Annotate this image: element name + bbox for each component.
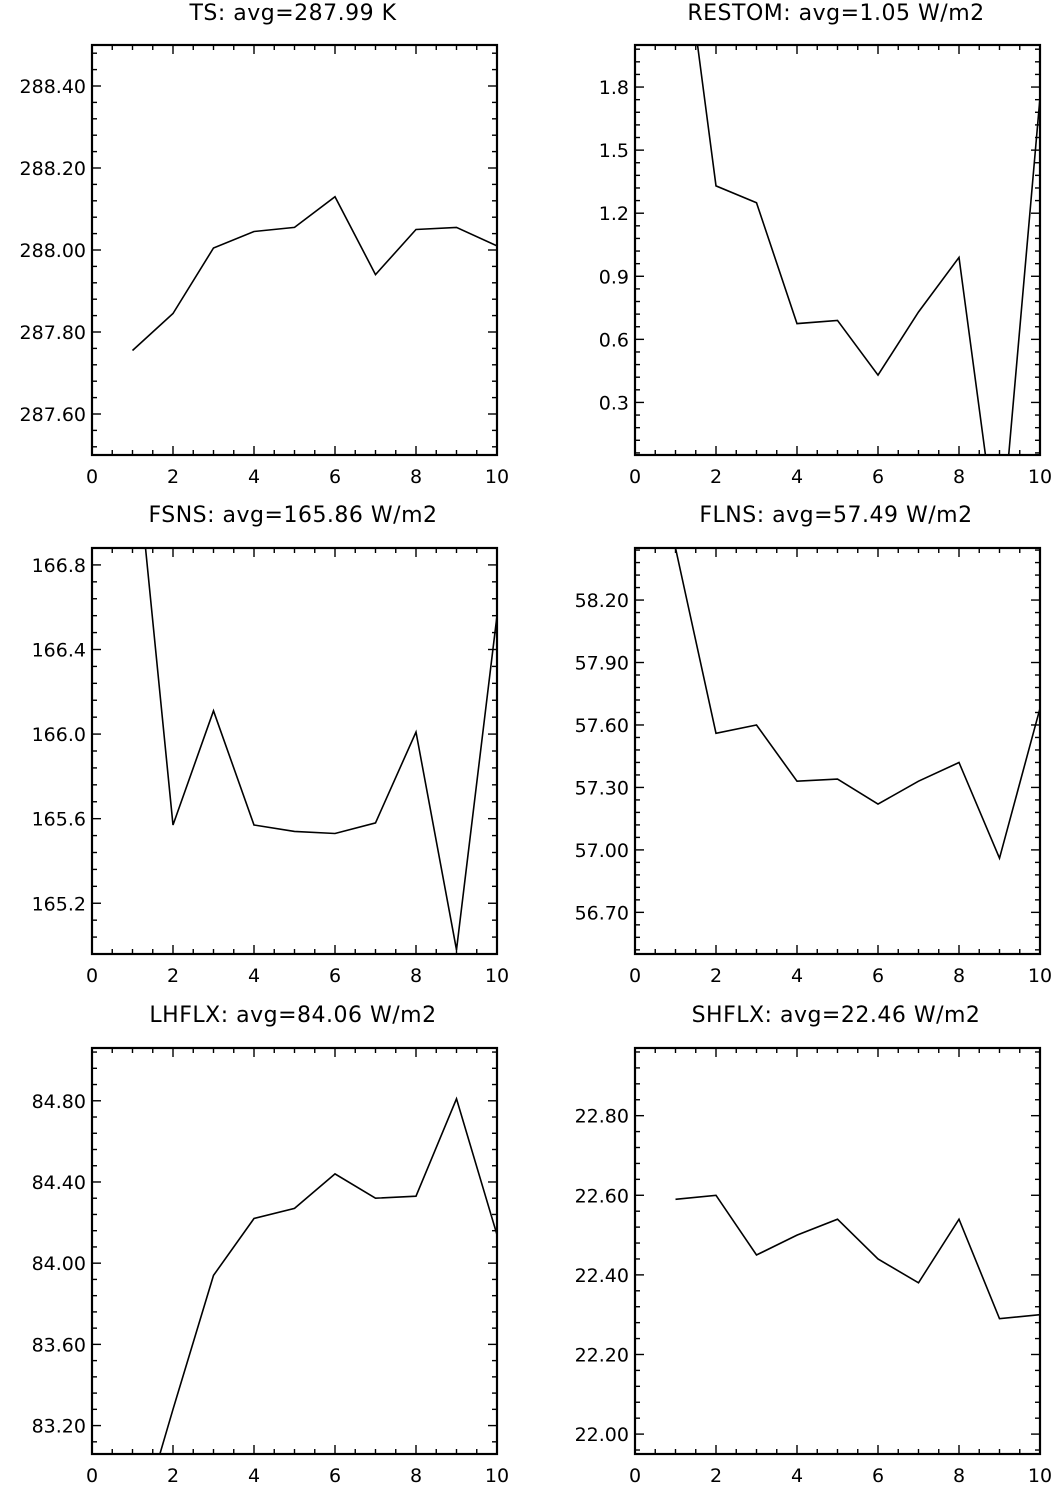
y-tick-label: 166.0 bbox=[32, 724, 86, 746]
plot-frame bbox=[90, 1046, 499, 1456]
panel-fsns: FSNS: avg=165.86 W/m2 0 2 4 6 8 10 165.2 165.6 1… bbox=[32, 503, 510, 987]
chart-title: TS: avg=287.99 K bbox=[188, 1, 396, 26]
x-tick-label: 8 bbox=[953, 965, 965, 987]
x-tick-label: 0 bbox=[629, 1465, 641, 1487]
y-tick-label: 287.60 bbox=[20, 404, 86, 426]
y-tick-label: 288.20 bbox=[20, 158, 86, 180]
x-tick-label: 0 bbox=[629, 965, 641, 987]
y-tick-label: 0.6 bbox=[599, 329, 629, 351]
chart-title: SHFLX: avg=22.46 W/m2 bbox=[692, 1003, 981, 1028]
y-tick-label: 57.90 bbox=[575, 653, 629, 675]
x-tick-label: 4 bbox=[248, 466, 260, 488]
x-tick-label: 8 bbox=[410, 1465, 422, 1487]
panel-flns: FLNS: avg=57.49 W/m2 0 2 4 6 8 10 56.70 57.00 57… bbox=[575, 503, 1053, 987]
x-tick-label: 4 bbox=[248, 965, 260, 987]
x-tick-label: 6 bbox=[329, 466, 341, 488]
panel-lhflx: LHFLX: avg=84.06 W/m2 0 2 4 6 8 10 83.20 83.60 8… bbox=[32, 1003, 510, 1487]
y-tick-label: 288.40 bbox=[20, 76, 86, 98]
y-tick-label: 0.3 bbox=[599, 392, 629, 414]
panel-restom: RESTOM: avg=1.05 W/m2 0 2 4 6 8 10 0.3 0.6 0.9 1.… bbox=[599, 1, 1052, 488]
chart-title: FLNS: avg=57.49 W/m2 bbox=[699, 503, 972, 528]
y-tick-label: 166.4 bbox=[32, 640, 86, 662]
x-tick-label: 0 bbox=[86, 965, 98, 987]
x-tick-label: 10 bbox=[485, 1465, 509, 1487]
y-tick-label: 57.60 bbox=[575, 715, 629, 737]
plot-frame bbox=[90, 43, 499, 457]
y-tick-label: 22.00 bbox=[575, 1424, 629, 1446]
y-tick-label: 22.60 bbox=[575, 1185, 629, 1207]
x-tick-label: 2 bbox=[710, 466, 722, 488]
x-tick-label: 2 bbox=[710, 1465, 722, 1487]
x-tick-label: 8 bbox=[410, 965, 422, 987]
y-tick-label: 84.80 bbox=[32, 1091, 86, 1113]
series-line bbox=[674, 548, 1040, 861]
x-tick-label: 6 bbox=[872, 1465, 884, 1487]
y-tick-label: 84.00 bbox=[32, 1253, 86, 1275]
x-tick-label: 8 bbox=[953, 466, 965, 488]
y-tick-label: 84.40 bbox=[32, 1172, 86, 1194]
x-tick-label: 6 bbox=[872, 466, 884, 488]
x-tick-label: 0 bbox=[86, 1465, 98, 1487]
series-line bbox=[696, 45, 1040, 455]
x-tick-label: 2 bbox=[710, 965, 722, 987]
x-tick-label: 2 bbox=[167, 965, 179, 987]
plot-frame bbox=[90, 546, 499, 956]
panel-ts: TS: avg=287.99 K 0 2 4 6 8 10 287.60 287.80 288.… bbox=[20, 1, 510, 488]
x-tick-label: 8 bbox=[953, 1465, 965, 1487]
y-tick-label: 165.6 bbox=[32, 809, 86, 831]
plot-frame bbox=[633, 1046, 1042, 1456]
x-tick-label: 10 bbox=[485, 466, 509, 488]
x-tick-label: 0 bbox=[629, 466, 641, 488]
x-tick-label: 0 bbox=[86, 466, 98, 488]
y-tick-label: 1.8 bbox=[599, 77, 629, 99]
chart-title: LHFLX: avg=84.06 W/m2 bbox=[149, 1003, 436, 1028]
panel-shflx: SHFLX: avg=22.46 W/m2 0 2 4 6 8 10 22.00 22.20 2… bbox=[575, 1003, 1053, 1487]
x-tick-label: 10 bbox=[485, 965, 509, 987]
plot-frame bbox=[633, 546, 1042, 956]
series-line bbox=[144, 548, 497, 950]
x-tick-label: 6 bbox=[872, 965, 884, 987]
chart-title: FSNS: avg=165.86 W/m2 bbox=[148, 503, 437, 528]
y-tick-label: 58.20 bbox=[575, 590, 629, 612]
x-tick-label: 4 bbox=[791, 466, 803, 488]
y-tick-label: 83.20 bbox=[32, 1416, 86, 1438]
y-tick-label: 166.8 bbox=[32, 555, 86, 577]
y-tick-label: 1.5 bbox=[599, 140, 629, 162]
y-tick-label: 57.00 bbox=[575, 840, 629, 862]
y-tick-label: 22.20 bbox=[575, 1344, 629, 1366]
y-tick-label: 165.2 bbox=[32, 893, 86, 915]
x-tick-label: 10 bbox=[1028, 1465, 1052, 1487]
series-line bbox=[131, 195, 497, 352]
series-line bbox=[675, 1194, 1040, 1320]
plot-frame bbox=[633, 43, 1042, 457]
y-tick-label: 287.80 bbox=[20, 322, 86, 344]
x-tick-label: 10 bbox=[1028, 965, 1052, 987]
y-tick-label: 0.9 bbox=[599, 266, 629, 288]
x-tick-label: 6 bbox=[329, 1465, 341, 1487]
x-tick-label: 4 bbox=[791, 965, 803, 987]
x-tick-label: 6 bbox=[329, 965, 341, 987]
chart-title: RESTOM: avg=1.05 W/m2 bbox=[687, 1, 984, 26]
y-tick-label: 22.80 bbox=[575, 1106, 629, 1128]
y-tick-label: 22.40 bbox=[575, 1265, 629, 1287]
y-tick-label: 56.70 bbox=[575, 902, 629, 924]
x-tick-label: 10 bbox=[1028, 466, 1052, 488]
y-tick-label: 57.30 bbox=[575, 777, 629, 799]
x-tick-label: 2 bbox=[167, 1465, 179, 1487]
y-tick-label: 1.2 bbox=[599, 203, 629, 225]
series-line bbox=[159, 1096, 497, 1454]
y-tick-label: 288.00 bbox=[20, 240, 86, 262]
x-tick-label: 8 bbox=[410, 466, 422, 488]
x-tick-label: 2 bbox=[167, 466, 179, 488]
x-tick-label: 4 bbox=[791, 1465, 803, 1487]
y-tick-label: 83.60 bbox=[32, 1334, 86, 1356]
x-tick-label: 4 bbox=[248, 1465, 260, 1487]
